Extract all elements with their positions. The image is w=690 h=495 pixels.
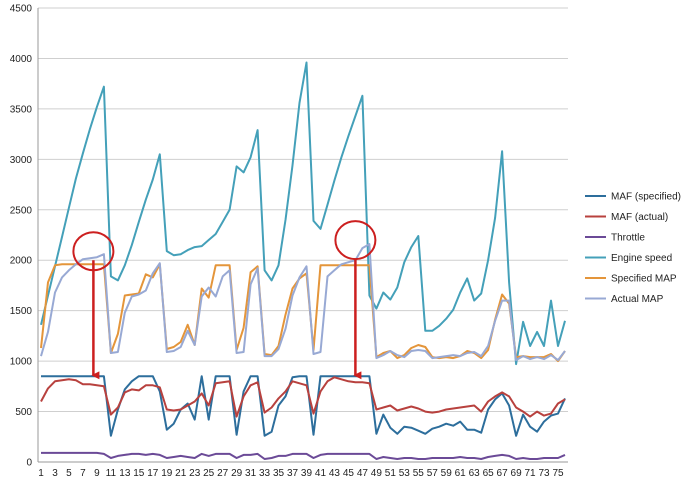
series-line-maf-actual [40,376,566,418]
x-tick-label: 15 [133,468,145,479]
x-tick-label: 43 [329,468,341,479]
x-tick-label: 37 [287,468,299,479]
x-tick-label: 27 [217,468,229,479]
legend-label: Throttle [611,233,645,244]
x-tick-label: 47 [357,468,369,479]
x-tick-label: 55 [413,468,425,479]
x-tick-label: 59 [441,468,453,479]
x-tick-label: 1 [38,468,44,479]
y-tick-label: 1000 [10,357,33,368]
x-tick-label: 13 [119,468,131,479]
x-tick-label: 61 [455,468,467,479]
series-line-throttle [41,451,566,460]
x-tick-label: 49 [371,468,383,479]
x-tick-label: 57 [427,468,439,479]
x-tick-label: 9 [94,468,100,479]
x-tick-label: 69 [511,468,523,479]
series-line-engine-speed [40,61,566,366]
x-tick-label: 5 [66,468,72,479]
y-tick-label: 2000 [10,256,33,267]
x-tick-label: 35 [273,468,285,479]
x-tick-label: 71 [525,468,537,479]
y-tick-label: 4000 [10,54,33,65]
x-tick-label: 7 [80,468,86,479]
series-line-maf-specified [41,375,566,437]
legend-label: Actual MAP [611,294,664,305]
x-tick-label: 51 [385,468,397,479]
x-tick-label: 23 [189,468,201,479]
x-tick-label: 45 [343,468,355,479]
x-tick-label: 65 [483,468,495,479]
annotations [72,220,377,380]
x-tick-label: 21 [175,468,187,479]
legend: MAF (specified) MAF (actual) Throttle Engin… [585,192,681,305]
y-tick-label: 3000 [10,155,33,166]
x-tick-label: 33 [259,468,271,479]
series-line-actual-map [40,243,566,362]
y-tick-label: 1500 [10,306,33,317]
annotation-circle [334,220,377,261]
x-tick-label: 31 [245,468,257,479]
y-axis-tick-labels: 0 500 1000 1500 2000 2500 3000 3500 4000 4500 [10,4,33,469]
x-tick-label: 63 [469,468,481,479]
x-tick-label: 17 [147,468,159,479]
x-tick-label: 11 [106,468,117,479]
y-tick-label: 0 [26,458,32,469]
series-lines [40,61,566,460]
x-tick-label: 41 [315,468,327,479]
legend-label: Engine speed [611,253,672,264]
x-tick-label: 75 [552,468,564,479]
y-tick-label: 4500 [10,4,33,15]
x-tick-label: 53 [399,468,411,479]
y-tick-label: 500 [15,407,32,418]
x-tick-label: 73 [538,468,550,479]
x-tick-label: 25 [203,468,215,479]
y-tick-label: 2500 [10,205,33,216]
y-tick-label: 3500 [10,104,33,115]
legend-label: MAF (specified) [611,192,681,203]
series-line-specified-map [40,263,566,363]
x-tick-label: 3 [52,468,58,479]
x-tick-label: 19 [161,468,173,479]
axes [37,8,568,463]
legend-label: Specified MAP [611,274,677,285]
x-tick-label: 29 [231,468,243,479]
x-tick-label: 67 [497,468,509,479]
x-tick-label: 39 [301,468,313,479]
x-axis-tick-labels: 1 3 5 7 9 11 13 15 17 19 21 23 25 27 29 31 33 35 37 39 41 43 4… [38,468,564,479]
legend-label: MAF (actual) [611,212,668,223]
